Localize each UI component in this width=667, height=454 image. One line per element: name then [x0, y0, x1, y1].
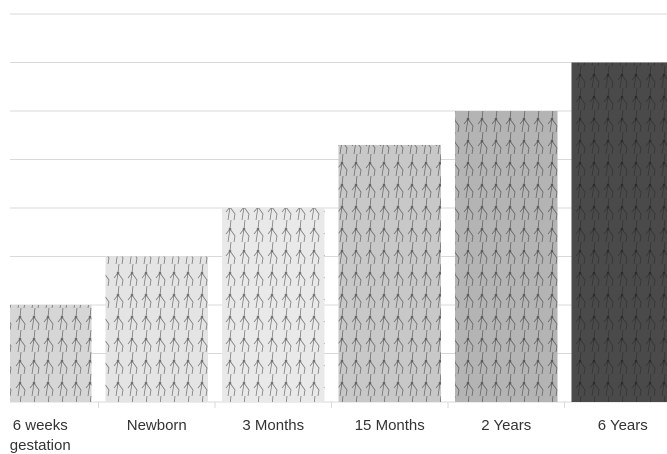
bar-texture — [338, 145, 441, 402]
plot — [0, 0, 667, 454]
x-tick-label: 15 Months — [348, 416, 432, 436]
bar-texture — [105, 257, 208, 403]
bar-texture — [222, 208, 325, 402]
x-tick-label: Newborn — [115, 416, 199, 436]
bar-texture — [571, 63, 667, 403]
x-tick-label: 6 Years — [581, 416, 665, 436]
x-tick-label: 2 Years — [464, 416, 548, 436]
x-tick-label: 3 Months — [231, 416, 315, 436]
chart: 6 weeks gestation Newborn 3 Months 15 Month… — [0, 0, 667, 454]
bar-texture — [455, 111, 558, 402]
x-tick-label: 6 weeks gestation — [0, 416, 82, 454]
bar-texture — [10, 305, 92, 402]
